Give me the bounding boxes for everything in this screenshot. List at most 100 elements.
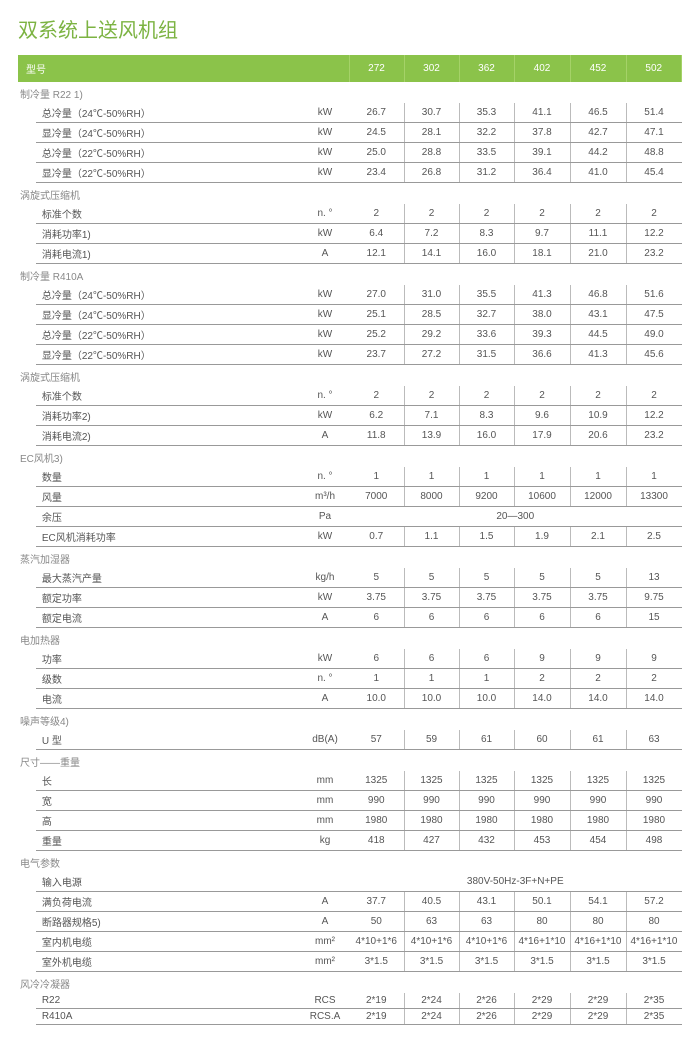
cell-value: 2*24 — [404, 993, 459, 1009]
section-header: 电气参数 — [18, 851, 682, 873]
model-col: 302 — [404, 55, 459, 82]
cell-value: 2 — [570, 386, 626, 406]
cell-value: 10600 — [514, 487, 570, 507]
section-header: 蒸汽加湿器 — [18, 547, 682, 569]
cell-value: 12.2 — [626, 406, 682, 426]
cell-value: 2 — [459, 204, 514, 224]
cell-value: 25.2 — [349, 325, 404, 345]
cell-value: 61 — [570, 730, 626, 750]
cell-value: 51.6 — [626, 285, 682, 305]
cell-value: 1325 — [514, 771, 570, 791]
row-unit: n. ° — [301, 386, 349, 406]
cell-value: 1 — [349, 467, 404, 487]
row-label: 消耗电流1) — [36, 244, 301, 264]
cell-value: 2*19 — [349, 993, 404, 1009]
cell-value: 3.75 — [404, 588, 459, 608]
row-unit: m³/h — [301, 487, 349, 507]
data-row: 功率kW666999 — [18, 649, 682, 669]
cell-value: 51.4 — [626, 103, 682, 123]
cell-value: 12.2 — [626, 224, 682, 244]
cell-value: 6 — [404, 608, 459, 628]
cell-value: 1 — [570, 467, 626, 487]
section-header: 风冷冷凝器 — [18, 972, 682, 994]
cell-value: 23.4 — [349, 163, 404, 183]
section-header: 尺寸——重量 — [18, 750, 682, 772]
cell-value: 3.75 — [349, 588, 404, 608]
cell-value: 20.6 — [570, 426, 626, 446]
cell-value: 47.5 — [626, 305, 682, 325]
data-row: 重量kg418427432453454498 — [18, 831, 682, 851]
cell-value: 14.0 — [514, 689, 570, 709]
cell-value: 4*10+1*6 — [404, 932, 459, 952]
cell-value: 41.3 — [514, 285, 570, 305]
cell-value: 1 — [404, 669, 459, 689]
cell-value: 3*1.5 — [514, 952, 570, 972]
cell-value: 6 — [514, 608, 570, 628]
cell-value: 5 — [404, 568, 459, 588]
data-row: 室内机电缆mm²4*10+1*64*10+1*64*10+1*64*16+1*1… — [18, 932, 682, 952]
row-unit: A — [301, 244, 349, 264]
row-unit — [301, 872, 349, 892]
cell-value: 8.3 — [459, 224, 514, 244]
section-header: 涡旋式压缩机 — [18, 183, 682, 205]
cell-value: 15 — [626, 608, 682, 628]
row-unit: RCS.A — [301, 1009, 349, 1025]
data-row: 消耗电流1)A12.114.116.018.121.023.2 — [18, 244, 682, 264]
cell-value: 9.6 — [514, 406, 570, 426]
cell-value: 50 — [349, 912, 404, 932]
cell-value: 80 — [626, 912, 682, 932]
cell-value: 7000 — [349, 487, 404, 507]
data-row: 断路器规格5)A506363808080 — [18, 912, 682, 932]
cell-value: 35.5 — [459, 285, 514, 305]
cell-value: 23.2 — [626, 244, 682, 264]
row-label: EC风机消耗功率 — [36, 527, 301, 547]
data-row: 长mm132513251325132513251325 — [18, 771, 682, 791]
cell-value: 1 — [514, 467, 570, 487]
row-label: 级数 — [36, 669, 301, 689]
row-label: U 型 — [36, 730, 301, 750]
cell-value: 43.1 — [459, 892, 514, 912]
cell-value: 9 — [570, 649, 626, 669]
cell-value: 6.4 — [349, 224, 404, 244]
cell-value: 1 — [404, 467, 459, 487]
row-label: 最大蒸汽产量 — [36, 568, 301, 588]
cell-value: 57 — [349, 730, 404, 750]
row-unit: A — [301, 426, 349, 446]
row-label: 标准个数 — [36, 204, 301, 224]
cell-value: 990 — [514, 791, 570, 811]
row-unit: RCS — [301, 993, 349, 1009]
cell-value: 50.1 — [514, 892, 570, 912]
cell-value: 44.5 — [570, 325, 626, 345]
row-unit: kW — [301, 325, 349, 345]
cell-value: 46.8 — [570, 285, 626, 305]
cell-value: 9.75 — [626, 588, 682, 608]
cell-value: 5 — [514, 568, 570, 588]
cell-value: 6 — [349, 649, 404, 669]
row-unit: kW — [301, 305, 349, 325]
cell-value: 36.6 — [514, 345, 570, 365]
cell-value: 33.6 — [459, 325, 514, 345]
row-unit: mm² — [301, 932, 349, 952]
cell-value: 48.8 — [626, 143, 682, 163]
cell-value: 10.0 — [349, 689, 404, 709]
row-label: 显冷量（24℃-50%RH） — [36, 123, 301, 143]
cell-value: 2 — [514, 386, 570, 406]
cell-value: 2.5 — [626, 527, 682, 547]
cell-value: 61 — [459, 730, 514, 750]
data-row: 输入电源380V-50Hz-3F+N+PE — [18, 872, 682, 892]
cell-value: 10.9 — [570, 406, 626, 426]
cell-value: 432 — [459, 831, 514, 851]
row-span: 380V-50Hz-3F+N+PE — [349, 872, 682, 892]
cell-value: 26.7 — [349, 103, 404, 123]
cell-value: 3*1.5 — [404, 952, 459, 972]
row-unit: mm² — [301, 952, 349, 972]
row-unit: dB(A) — [301, 730, 349, 750]
row-label: 余压 — [36, 507, 301, 527]
row-unit: kW — [301, 224, 349, 244]
cell-value: 1980 — [570, 811, 626, 831]
row-unit: Pa — [301, 507, 349, 527]
cell-value: 36.4 — [514, 163, 570, 183]
row-unit: mm — [301, 771, 349, 791]
cell-value: 16.0 — [459, 426, 514, 446]
row-unit: mm — [301, 811, 349, 831]
